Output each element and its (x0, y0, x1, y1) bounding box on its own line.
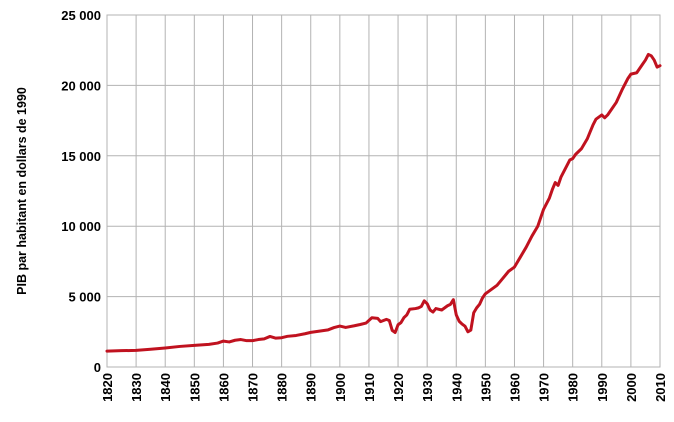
x-tick-label: 1940 (449, 373, 464, 402)
x-tick-label: 2010 (653, 373, 668, 402)
series-line (105, 52, 662, 353)
x-tick-label: 1960 (507, 373, 522, 402)
y-tick-label: 0 (94, 360, 101, 375)
x-tick-label: 1870 (246, 373, 261, 402)
x-tick-label: 1820 (100, 373, 115, 402)
x-axis-tick-labels: 1820 1830 1840 1850 1860 1870 1880 1890 1900 1910… (100, 373, 668, 402)
x-tick-label: 1950 (478, 373, 493, 402)
x-tick-label: 1990 (595, 373, 610, 402)
x-tick-label: 1840 (158, 373, 173, 402)
x-tick-label: 1830 (129, 373, 144, 402)
series-layer (105, 52, 662, 353)
plot-area (107, 15, 660, 367)
x-tick-label: 1910 (362, 373, 377, 402)
x-tick-label: 1970 (537, 373, 552, 402)
x-tick-label: 1920 (391, 373, 406, 402)
y-tick-label: 20 000 (61, 78, 101, 93)
x-tick-label: 1930 (420, 373, 435, 402)
x-tick-label: 1860 (216, 373, 231, 402)
y-tick-label: 5 000 (68, 290, 101, 305)
y-tick-label: 25 000 (61, 8, 101, 23)
y-tick-label: 10 000 (61, 219, 101, 234)
y-axis-tick-labels: 0 5 000 10 000 15 000 20 000 25 000 (61, 8, 101, 375)
x-tick-label: 1850 (187, 373, 202, 402)
y-tick-label: 15 000 (61, 149, 101, 164)
x-tick-label: 1900 (333, 373, 348, 402)
y-axis-title: PIB par habitant en dollars de 1990 (15, 87, 29, 295)
x-tick-label: 2000 (624, 373, 639, 402)
x-tick-label: 1880 (275, 373, 290, 402)
x-tick-label: 1980 (566, 373, 581, 402)
x-tick-label: 1890 (304, 373, 319, 402)
plot-border (106, 14, 661, 368)
